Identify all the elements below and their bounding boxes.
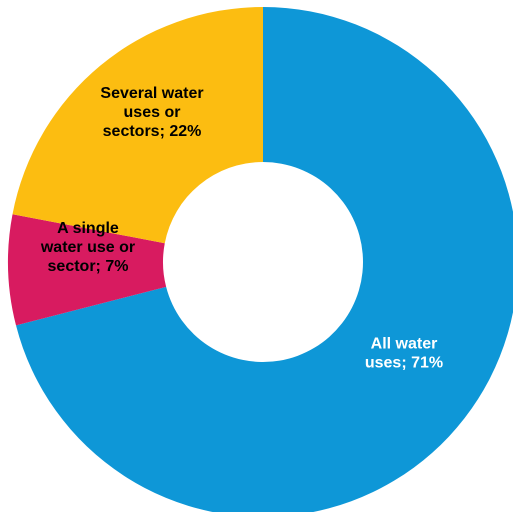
slice-label-2: A single water use or sector; 7% <box>40 220 135 275</box>
slice-label-3: Several water uses or sectors; 22% <box>100 85 203 140</box>
slice-label-1-line-2: uses; 71% <box>365 355 443 372</box>
donut-slice-3 <box>12 7 263 244</box>
donut-slice-2 <box>7 214 167 326</box>
slice-label-3-line-2: uses or <box>124 104 181 121</box>
slice-label-1-line-1: All water <box>371 336 438 353</box>
donut-slice-1 <box>16 7 513 512</box>
slice-label-1: All water uses; 71% <box>365 336 443 372</box>
slice-label-3-line-3: sectors; 22% <box>103 123 202 140</box>
slice-label-2-line-2: water use or <box>40 239 135 256</box>
slice-label-2-line-1: A single <box>57 220 119 237</box>
slice-label-2-line-3: sector; 7% <box>48 258 129 275</box>
slice-label-3-line-1: Several water <box>100 85 203 102</box>
